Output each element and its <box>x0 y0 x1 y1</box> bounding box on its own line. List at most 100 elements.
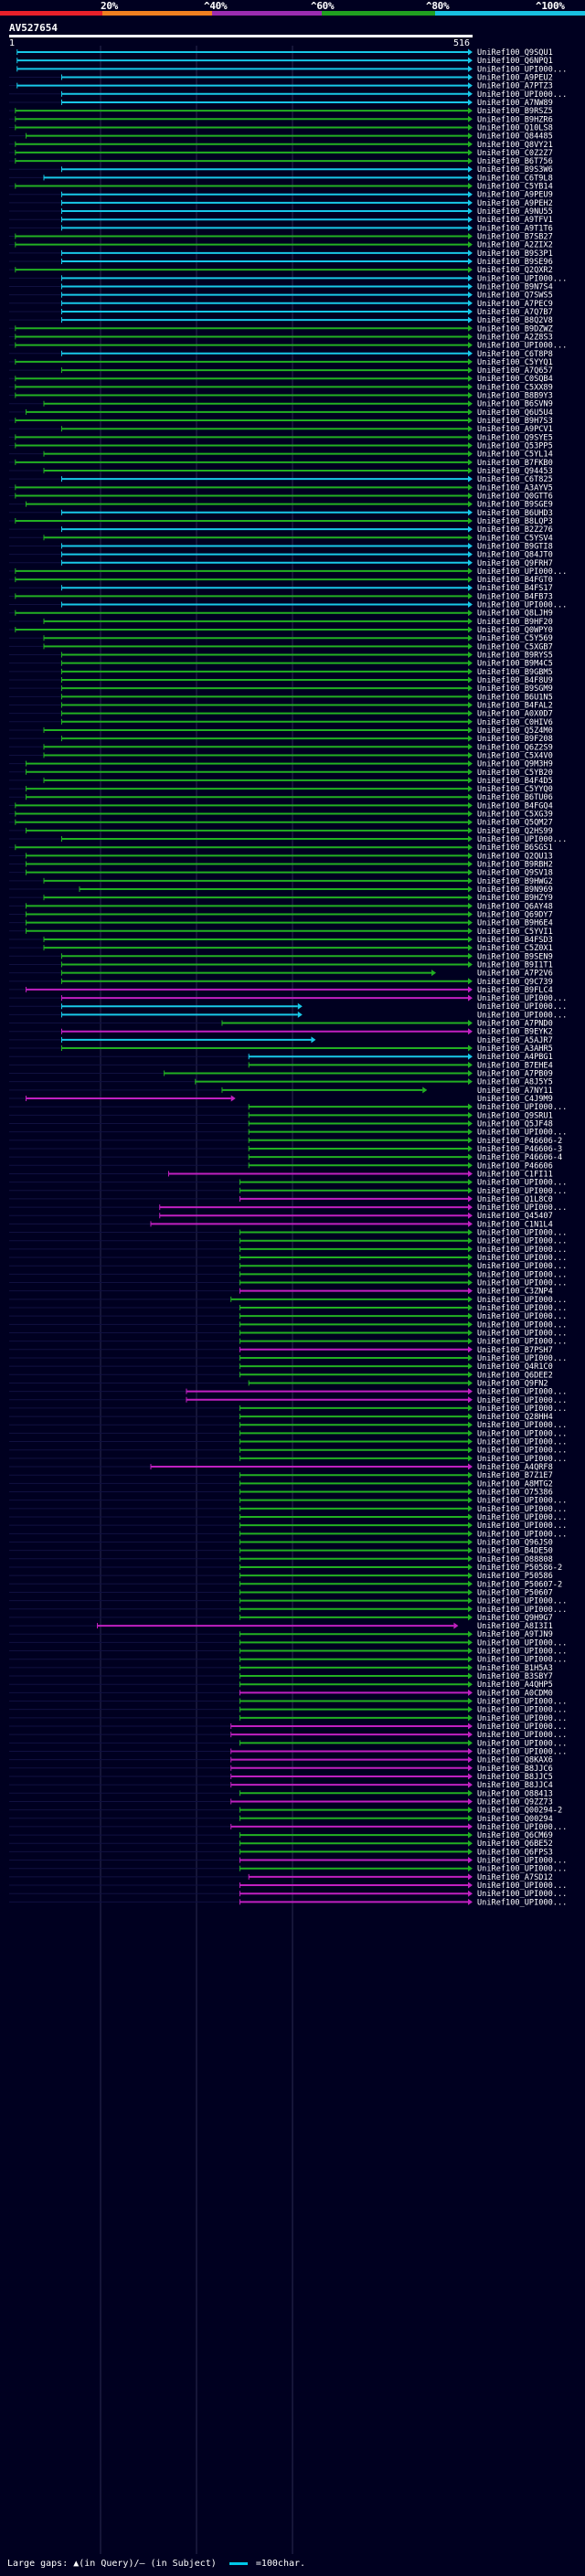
hit-label[interactable]: UniRef100_C5YB20 <box>477 769 553 778</box>
hit-label[interactable]: UniRef100_O88413 <box>477 1789 553 1798</box>
hit-label[interactable]: UniRef100_Q9C739 <box>477 978 553 987</box>
hit-label[interactable]: UniRef100_UPI000... <box>477 1279 567 1288</box>
hit-label[interactable]: UniRef100_B9H7S3 <box>477 417 553 426</box>
hit-label[interactable]: UniRef100_Q4R1C0 <box>477 1362 553 1372</box>
hit-label[interactable]: UniRef100_C1N1L4 <box>477 1220 553 1229</box>
hit-label[interactable]: UniRef100_UPI000... <box>477 1447 567 1456</box>
hit-label[interactable]: UniRef100_B9SE96 <box>477 258 553 267</box>
hit-label[interactable]: UniRef100_Q2QXR2 <box>477 266 553 275</box>
hit-label[interactable]: UniRef100_UPI000... <box>477 567 567 577</box>
hit-label[interactable]: UniRef100_A7Q657 <box>477 366 553 376</box>
hit-label[interactable]: UniRef100_Q00294-2 <box>477 1807 562 1816</box>
hit-label[interactable]: UniRef100_B9GBM5 <box>477 668 553 677</box>
hit-label[interactable]: UniRef100_UPI000... <box>477 994 567 1003</box>
hit-label[interactable]: UniRef100_Q28HH4 <box>477 1413 553 1422</box>
hit-label[interactable]: UniRef100_C4J9M9 <box>477 1095 553 1104</box>
hit-label[interactable]: UniRef100_A7PND0 <box>477 1020 553 1029</box>
hit-label[interactable]: UniRef100_UPI000... <box>477 1656 567 1665</box>
hit-label[interactable]: UniRef100_Q9SV18 <box>477 869 553 878</box>
hit-label[interactable]: UniRef100_Q8LJH9 <box>477 610 553 619</box>
hit-label[interactable]: UniRef100_A8I3I1 <box>477 1622 553 1631</box>
hit-label[interactable]: UniRef100_Q9SYE5 <box>477 433 553 442</box>
hit-label[interactable]: UniRef100_A8J5Y5 <box>477 1078 553 1087</box>
hit-label[interactable]: UniRef100_Q7SWS5 <box>477 292 553 301</box>
hit-label[interactable]: UniRef100_UPI000... <box>477 1521 567 1531</box>
hit-label[interactable]: UniRef100_A7P2V6 <box>477 970 553 979</box>
hit-label[interactable]: UniRef100_Q9ZZ73 <box>477 1797 553 1807</box>
hit-label[interactable]: UniRef100_Q9SQU1 <box>477 48 553 58</box>
hit-label[interactable]: UniRef100_Q00294 <box>477 1815 553 1824</box>
hit-label[interactable]: UniRef100_A9T1T6 <box>477 224 553 233</box>
hit-label[interactable]: UniRef100_B9F208 <box>477 735 553 744</box>
hit-label[interactable]: UniRef100_Q5QM27 <box>477 819 553 828</box>
hit-label[interactable]: UniRef100_A7NW89 <box>477 99 553 108</box>
hit-label[interactable]: UniRef100_B8Q2V8 <box>477 316 553 325</box>
hit-label[interactable]: UniRef100_B1H5A3 <box>477 1664 553 1673</box>
hit-label[interactable]: UniRef100_A7PB09 <box>477 1070 553 1079</box>
hit-label[interactable]: UniRef100_Q94453 <box>477 467 553 476</box>
hit-label[interactable]: UniRef100_A9PEU9 <box>477 191 553 200</box>
hit-label[interactable]: UniRef100_UPI000... <box>477 1606 567 1615</box>
hit-label[interactable]: UniRef100_A7Q7B7 <box>477 308 553 317</box>
hit-label[interactable]: UniRef100_C5YL14 <box>477 451 553 460</box>
hit-label[interactable]: UniRef100_C5YYQ1 <box>477 358 553 367</box>
hit-label[interactable]: UniRef100_Q53PP5 <box>477 442 553 451</box>
hit-label[interactable]: UniRef100_UPI000... <box>477 1438 567 1447</box>
hit-label[interactable]: UniRef100_B9HZR6 <box>477 115 553 124</box>
hit-label[interactable]: UniRef100_B8B9Y3 <box>477 392 553 401</box>
hit-label[interactable]: UniRef100_Q0GTT6 <box>477 492 553 501</box>
hit-label[interactable]: UniRef100_P46606-3 <box>477 1145 562 1154</box>
hit-label[interactable]: UniRef100_Q5JF48 <box>477 1119 553 1129</box>
hit-label[interactable]: UniRef100_P50607-2 <box>477 1580 562 1589</box>
hit-label[interactable]: UniRef100_C1FI11 <box>477 1170 553 1179</box>
hit-label[interactable]: UniRef100_UPI000... <box>477 835 567 844</box>
hit-label[interactable]: UniRef100_A2Z8S3 <box>477 333 553 342</box>
hit-label[interactable]: UniRef100_UPI000... <box>477 1237 567 1246</box>
hit-label[interactable]: UniRef100_B9SGE9 <box>477 501 553 510</box>
hit-label[interactable]: UniRef100_UPI000... <box>477 1270 567 1279</box>
hit-label[interactable]: UniRef100_A4QRF8 <box>477 1463 553 1472</box>
hit-label[interactable]: UniRef100_A2ZIX2 <box>477 241 553 250</box>
hit-label[interactable]: UniRef100_Q9FN2 <box>477 1379 548 1388</box>
hit-label[interactable]: UniRef100_Q96JS0 <box>477 1538 553 1547</box>
hit-label[interactable]: UniRef100_P50586-2 <box>477 1564 562 1573</box>
hit-label[interactable]: UniRef100_UPI000... <box>477 1421 567 1430</box>
hit-label[interactable]: UniRef100_UPI000... <box>477 1706 567 1715</box>
hit-label[interactable]: UniRef100_B9H6E4 <box>477 919 553 928</box>
hit-label[interactable]: UniRef100_UPI000... <box>477 1129 567 1138</box>
hit-label[interactable]: UniRef100_B6T756 <box>477 157 553 166</box>
hit-label[interactable]: UniRef100_UPI000... <box>477 1857 567 1866</box>
hit-label[interactable]: UniRef100_UPI000... <box>477 1405 567 1414</box>
hit-label[interactable]: UniRef100_C5YB14 <box>477 183 553 192</box>
hit-label[interactable]: UniRef100_B8JJC4 <box>477 1781 553 1790</box>
hit-label[interactable]: UniRef100_C5XG39 <box>477 811 553 820</box>
hit-label[interactable]: UniRef100_UPI000... <box>477 1731 567 1740</box>
hit-label[interactable]: UniRef100_Q6Z2S9 <box>477 743 553 752</box>
hit-label[interactable]: UniRef100_P50586 <box>477 1572 553 1581</box>
hit-label[interactable]: UniRef100_A3AYV5 <box>477 483 553 493</box>
hit-label[interactable]: UniRef100_A7NY11 <box>477 1087 553 1096</box>
hit-label[interactable]: UniRef100_UPI000... <box>477 1865 567 1874</box>
hit-label[interactable]: UniRef100_UPI000... <box>477 1455 567 1464</box>
hit-label[interactable]: UniRef100_B7SB27 <box>477 233 553 242</box>
hit-label[interactable]: UniRef100_B4F8U9 <box>477 676 553 685</box>
hit-label[interactable]: UniRef100_A0CDM0 <box>477 1689 553 1698</box>
hit-label[interactable]: UniRef100_B2Z276 <box>477 525 553 535</box>
hit-label[interactable]: UniRef100_B9RBH2 <box>477 861 553 870</box>
hit-label[interactable]: UniRef100_Q9SRU1 <box>477 1111 553 1120</box>
hit-label[interactable]: UniRef100_Q6DEE2 <box>477 1371 553 1380</box>
hit-label[interactable]: UniRef100_C5YSV4 <box>477 534 553 543</box>
hit-label[interactable]: UniRef100_UPI000... <box>477 65 567 74</box>
hit-label[interactable]: UniRef100_UPI000... <box>477 1505 567 1514</box>
hit-label[interactable]: UniRef100_B4F4D5 <box>477 777 553 786</box>
hit-label[interactable]: UniRef100_Q84JT0 <box>477 551 553 560</box>
hit-label[interactable]: UniRef100_UPI000... <box>477 1187 567 1196</box>
hit-label[interactable]: UniRef100_UPI000... <box>477 1747 567 1756</box>
hit-label[interactable]: UniRef100_UPI000... <box>477 1388 567 1397</box>
hit-label[interactable]: UniRef100_Q6NPQ1 <box>477 57 553 66</box>
hit-label[interactable]: UniRef100_B9N7S4 <box>477 282 553 292</box>
hit-label[interactable]: UniRef100_A9PCV1 <box>477 425 553 434</box>
hit-label[interactable]: UniRef100_Q69DY7 <box>477 910 553 919</box>
hit-label[interactable]: UniRef100_B9EYK2 <box>477 1028 553 1037</box>
hit-label[interactable]: UniRef100_Q45407 <box>477 1212 553 1221</box>
